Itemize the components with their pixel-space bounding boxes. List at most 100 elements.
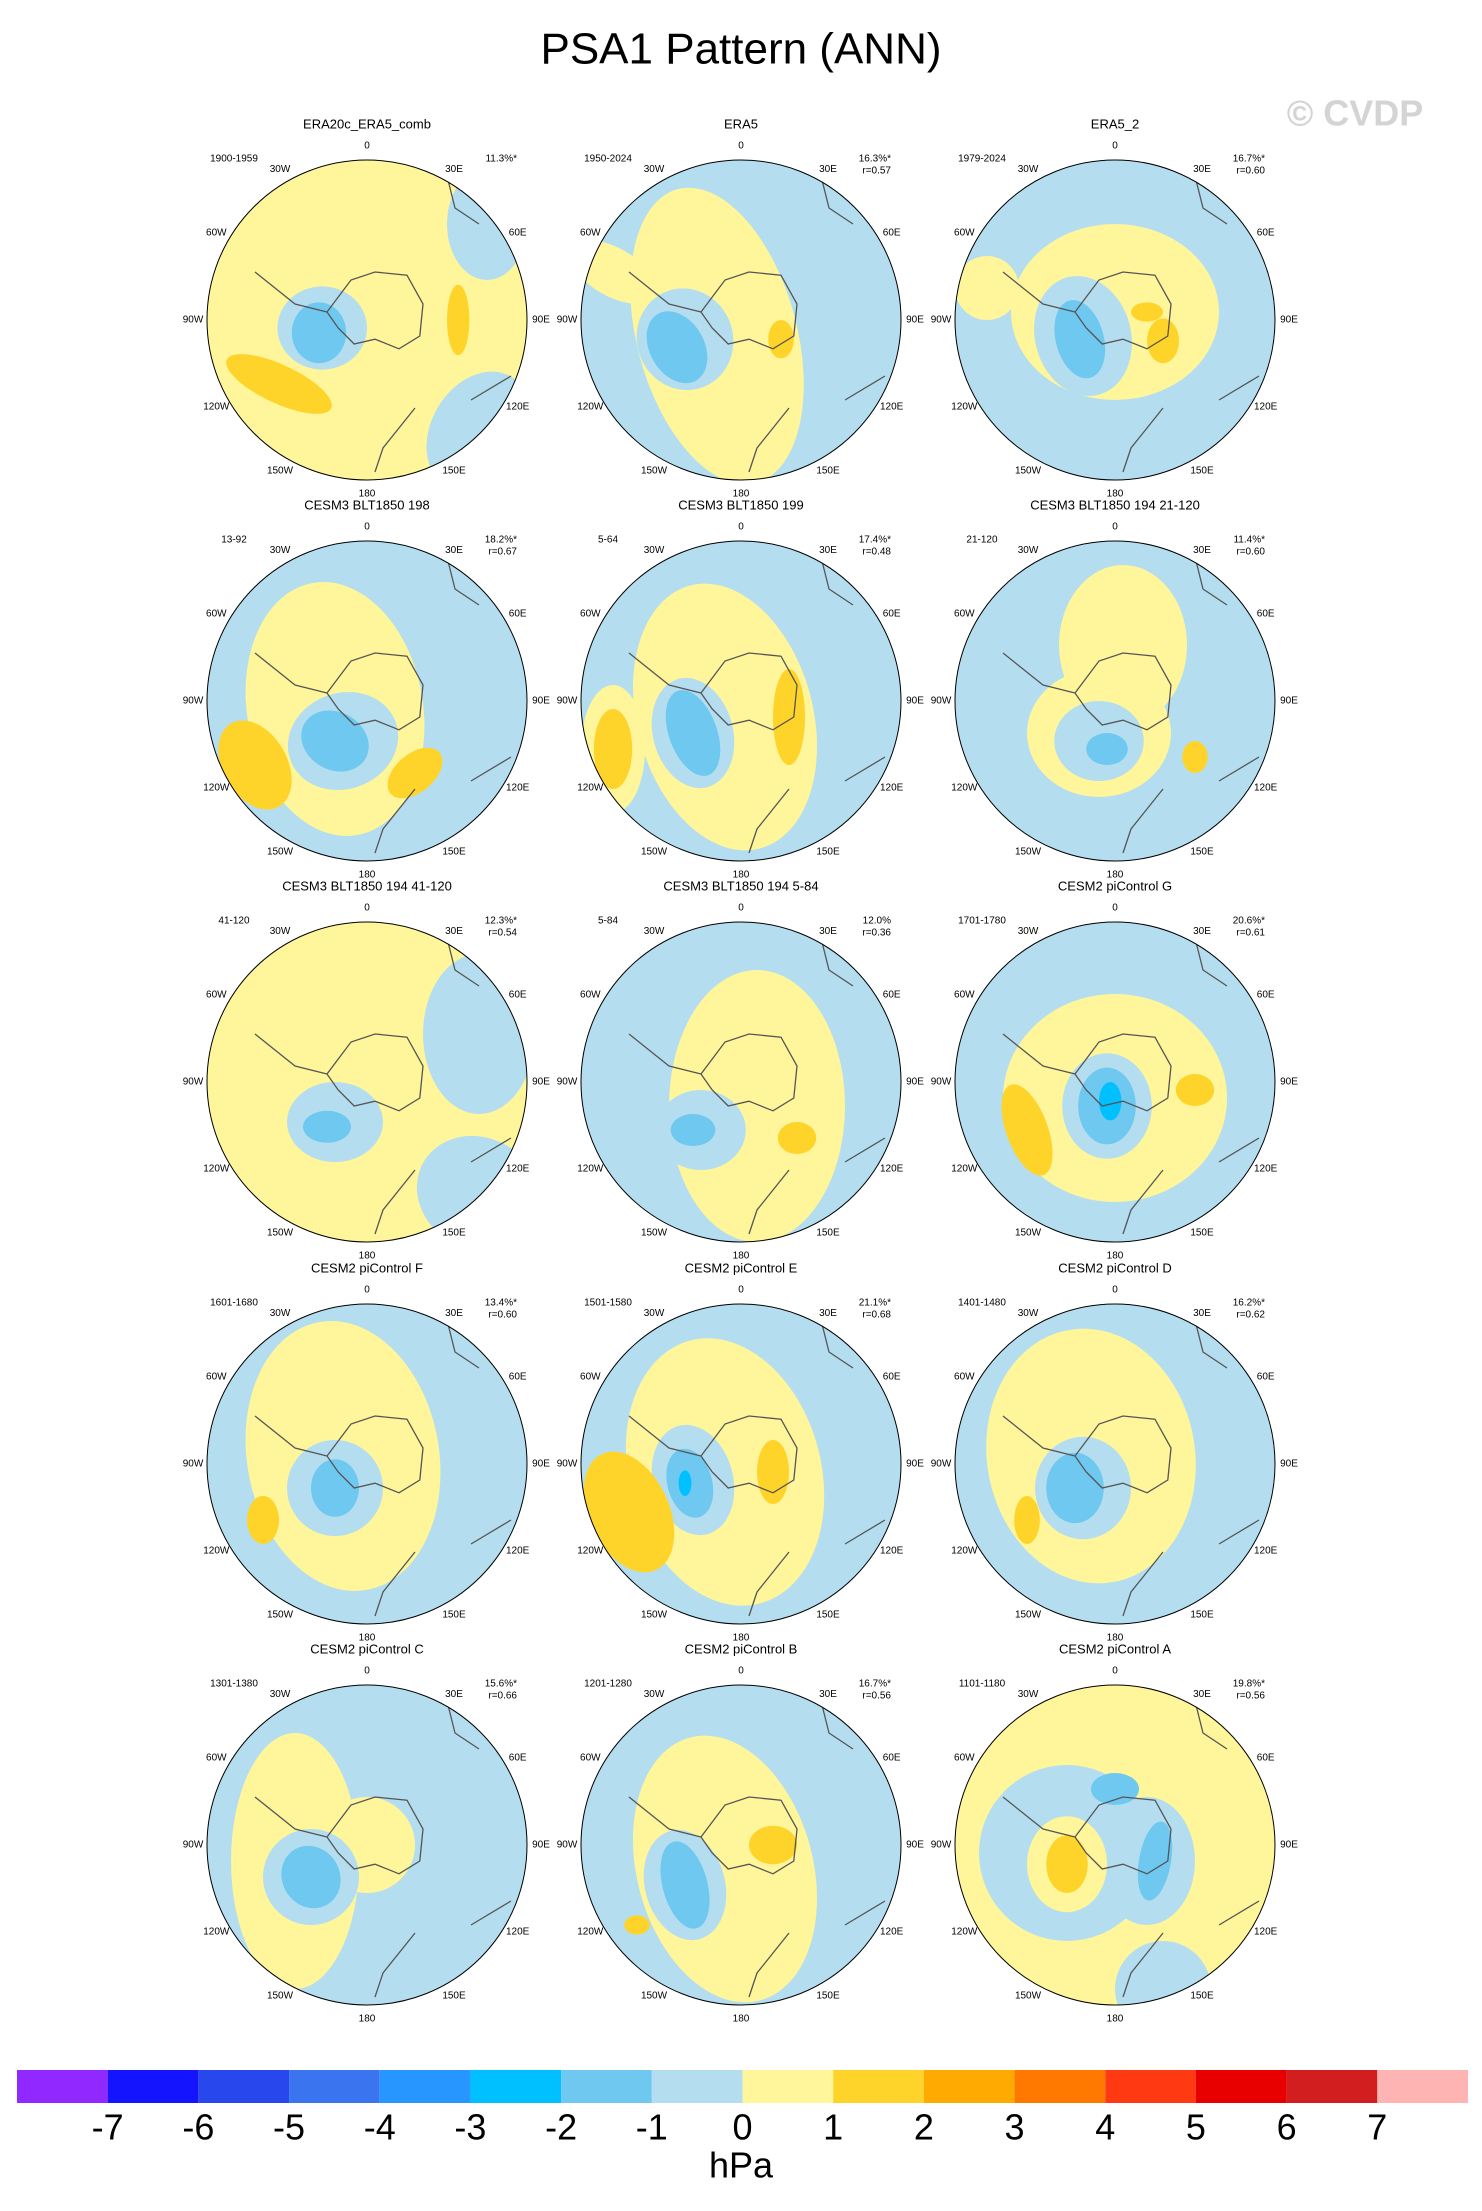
contour-region — [1001, 1084, 1053, 1176]
panel-title: CESM2 piControl B — [685, 1641, 798, 1656]
lon-label: 90W — [931, 696, 952, 707]
lon-label: 30E — [445, 545, 463, 556]
lon-label: 60E — [509, 228, 527, 239]
contour-region — [281, 1845, 341, 1909]
lon-label: 60W — [954, 609, 975, 620]
panel-title: CESM2 piControl F — [311, 1260, 423, 1275]
contour-region — [1175, 1074, 1215, 1106]
lon-label: 30W — [270, 926, 291, 937]
lon-label: 0 — [364, 1666, 370, 1677]
lon-label: 60E — [509, 609, 527, 620]
shading — [581, 541, 901, 861]
lon-label: 120E — [880, 1546, 904, 1557]
panel-period: 1501-1580 — [584, 1298, 632, 1309]
shading — [581, 922, 901, 1242]
panel-period: 1601-1680 — [210, 1298, 258, 1309]
lon-label: 30W — [644, 545, 665, 556]
lon-label: 90E — [906, 696, 924, 707]
lon-label: 90W — [183, 696, 204, 707]
lon-label: 150W — [641, 846, 668, 857]
map-panel: 0 30E 60E 90E 120E 150E 180 150W 120W 90W 60W 30W CE… — [931, 878, 1299, 1261]
lon-label: 30W — [270, 1689, 291, 1700]
lon-label: 150W — [267, 465, 294, 476]
lon-label: 0 — [738, 141, 744, 152]
colorbar-box — [651, 2070, 743, 2103]
shading — [581, 1685, 901, 2005]
contour-region — [1054, 300, 1106, 379]
lon-label: 30E — [819, 926, 837, 937]
lon-label: 60E — [509, 1753, 527, 1764]
lon-label: 30W — [1018, 545, 1039, 556]
colorbar-tick-label: 0 — [732, 2107, 752, 2148]
lon-label: 30W — [644, 1689, 665, 1700]
panel-r: r=0.68 — [862, 1310, 891, 1321]
lon-label: 60W — [580, 228, 601, 239]
lon-label: 30E — [445, 164, 463, 175]
lon-label: 30E — [1193, 164, 1211, 175]
panel-title: ERA20c_ERA5_comb — [303, 116, 431, 131]
contour-region — [1182, 741, 1208, 773]
shading — [207, 922, 527, 1242]
lon-label: 60E — [883, 990, 901, 1001]
lon-label: 120W — [577, 402, 604, 413]
contour-region — [1147, 318, 1179, 364]
panel-title: CESM3 BLT1850 199 — [678, 497, 804, 512]
lon-label: 180 — [359, 1251, 376, 1262]
colorbar-tick-label: -7 — [92, 2107, 124, 2148]
lon-label: 150W — [1015, 465, 1042, 476]
panel-pct: 18.2%* — [485, 535, 517, 546]
panel-period: 1101-1180 — [959, 1679, 1006, 1690]
lon-label: 120E — [506, 1927, 530, 1938]
lon-label: 180 — [1107, 1633, 1124, 1644]
colorbar-box — [289, 2070, 380, 2103]
colorbar-tick-label: -1 — [636, 2107, 668, 2148]
figure-title: PSA1 Pattern (ANN) — [540, 25, 941, 74]
lon-label: 150W — [641, 1609, 668, 1620]
colorbar-tick-label: 3 — [1005, 2107, 1025, 2148]
colorbar-tick-label: -5 — [273, 2107, 305, 2148]
contour-region — [447, 284, 470, 356]
lon-label: 60E — [883, 1372, 901, 1383]
contour-region — [1115, 1941, 1211, 2005]
lon-label: 120W — [951, 783, 978, 794]
lon-label: 60E — [1257, 1372, 1275, 1383]
map-border — [580, 921, 902, 1243]
contour-region — [1086, 733, 1128, 765]
lon-label: 180 — [733, 2014, 750, 2025]
contour-region — [247, 1496, 279, 1544]
contour-region — [1046, 1835, 1088, 1893]
map-border — [954, 1684, 1276, 2006]
lon-label: 150E — [816, 846, 840, 857]
lon-label: 60W — [580, 990, 601, 1001]
lon-label: 60W — [580, 1753, 601, 1764]
lon-label: 60E — [883, 228, 901, 239]
lon-label: 60E — [883, 1753, 901, 1764]
panel-pct: 12.3%* — [485, 916, 517, 927]
panel-r: r=0.67 — [488, 547, 517, 558]
colorbar-units: hPa — [709, 2145, 774, 2186]
lon-label: 180 — [359, 2014, 376, 2025]
contour-region — [1137, 1821, 1173, 1901]
shading — [581, 1304, 901, 1624]
contour-region — [669, 970, 845, 1242]
panel-title: ERA5 — [724, 116, 758, 131]
lon-label: 60W — [206, 1753, 227, 1764]
contour-region — [301, 710, 369, 772]
contour-region — [624, 1915, 650, 1935]
lon-label: 30W — [1018, 164, 1039, 175]
panel-pct: 11.4%* — [1233, 535, 1265, 546]
lon-label: 90E — [532, 1840, 550, 1851]
panel-r: r=0.60 — [1236, 166, 1265, 177]
lon-label: 150E — [816, 1609, 840, 1620]
lon-label: 180 — [359, 870, 376, 881]
panel-r: r=0.48 — [862, 547, 891, 558]
colorbar-tick-label: -2 — [545, 2107, 577, 2148]
lon-label: 0 — [364, 141, 370, 152]
panel-period: 5-84 — [598, 916, 618, 927]
shading — [207, 160, 527, 480]
map-panel: 0 30E 60E 90E 120E 150E 180 150W 120W 90W 60W 30W CE… — [183, 1260, 551, 1643]
lon-label: 60W — [206, 228, 227, 239]
lon-label: 150E — [1190, 1609, 1214, 1620]
lon-label: 90W — [183, 315, 204, 326]
lon-label: 60E — [883, 609, 901, 620]
